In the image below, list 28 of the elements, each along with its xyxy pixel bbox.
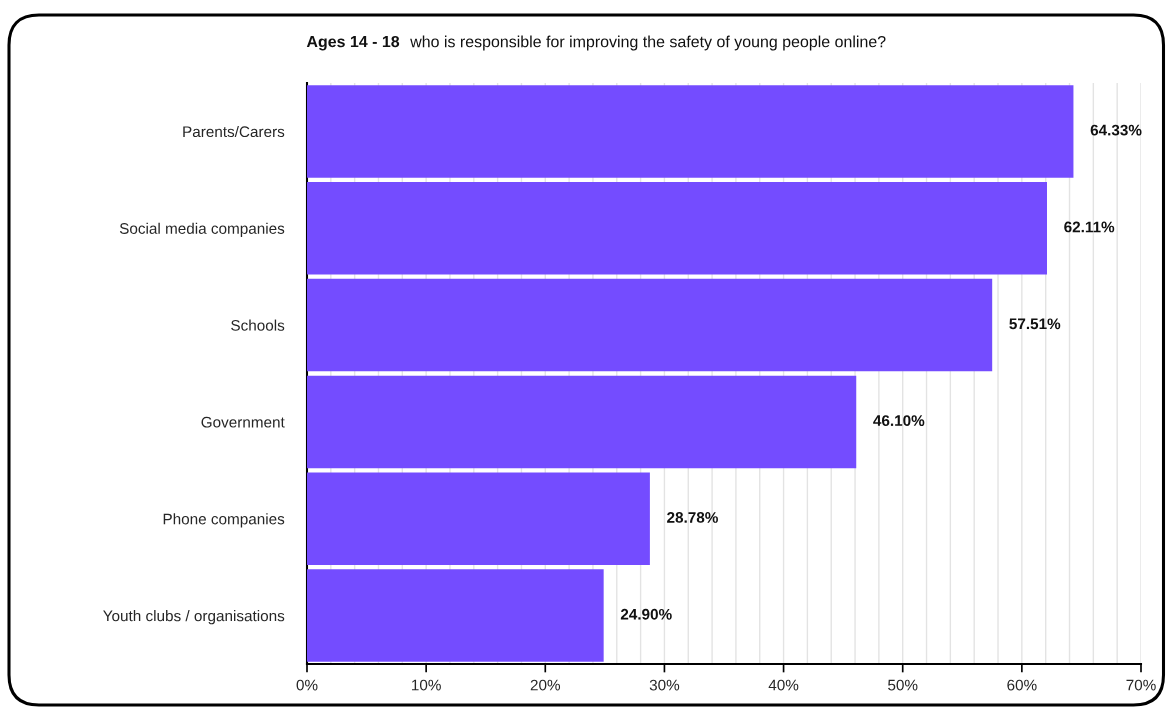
y-tick-label: Youth clubs / organisations [103, 610, 285, 625]
bar [307, 375, 857, 469]
data-label: 62.11% [1064, 221, 1115, 233]
y-tick-label: Schools [231, 319, 285, 331]
x-tick-label: 10% [412, 679, 441, 691]
x-tick-label: 40% [768, 679, 799, 691]
bar [307, 278, 993, 372]
data-label: 57.51% [1009, 318, 1061, 330]
y-tick-label: Government [201, 416, 285, 428]
data-label: 64.33% [1090, 124, 1142, 136]
data-label: 28.78% [667, 512, 718, 523]
y-tick-label: Parents/Carers [183, 125, 285, 138]
data-label: 24.90% [620, 608, 672, 620]
bar [307, 472, 650, 565]
y-tick-label: Social media companies [119, 222, 285, 237]
bar [307, 182, 1047, 275]
chart-subtitle: who is responsible for improving the safety of young people online? [410, 35, 886, 51]
x-tick-label: 50% [888, 679, 918, 691]
x-tick-label: 0% [296, 679, 318, 691]
bar [307, 569, 604, 662]
data-label: 46.10% [873, 415, 925, 427]
x-tick-label: 70% [1126, 679, 1156, 691]
x-tick-label: 30% [649, 679, 680, 691]
y-tick-label: Phone companies [163, 513, 285, 528]
x-tick-label: 20% [530, 679, 561, 691]
chart-title: Ages 14 - 18 [306, 35, 400, 51]
x-tick-label: 60% [1007, 679, 1037, 691]
bar [307, 85, 1074, 178]
